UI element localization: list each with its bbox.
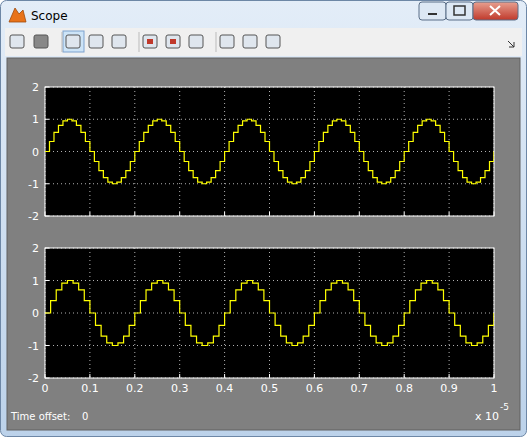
toolbar-icon	[266, 35, 280, 48]
toolbar	[5, 28, 522, 56]
x-tick	[89, 374, 90, 378]
x-tick-label: 0.2	[126, 382, 144, 395]
x-tick	[179, 374, 180, 378]
toolbar-button[interactable]	[220, 35, 234, 48]
x-tick	[89, 212, 90, 216]
plot-background	[45, 248, 494, 378]
scope-window: Scope -2 -1 0 1 2 0 0.1 0.2 0.3 0.4 0.5 0.6 0.7 0.8 0.9…	[0, 0, 527, 437]
x-tick-label: 1	[491, 382, 498, 395]
time-offset-label: Time offset:	[10, 411, 70, 422]
axis-exponent: -5	[500, 402, 509, 412]
x-tick	[404, 374, 405, 378]
toolbar-separator	[62, 32, 63, 52]
toolbar-button[interactable]	[166, 35, 180, 48]
signal-line	[45, 281, 494, 346]
y-tick-label: -2	[28, 210, 39, 223]
x-tick-label: 0.4	[216, 382, 234, 395]
y-tick-label: -1	[28, 178, 39, 191]
y-tick-label: -2	[28, 372, 39, 385]
plot: 0 0.1 0.2 0.3 0.4 0.5 0.6 0.7 0.8 0.9 1 -2 -1 0 1 2	[28, 242, 497, 395]
x-tick	[314, 374, 315, 378]
x-tick-label: 0.7	[351, 382, 369, 395]
y-tick-label: 1	[32, 275, 39, 288]
toolbar-button[interactable]	[34, 35, 48, 48]
toolbar-icon	[143, 35, 157, 48]
y-tick-label: 2	[32, 81, 39, 94]
x-tick	[359, 374, 360, 378]
app-icon-shape	[9, 8, 26, 22]
x-tick-label: 0.3	[171, 382, 189, 395]
toolbar-icon	[220, 35, 234, 48]
toolbar-button[interactable]	[112, 35, 126, 48]
toolbar-button[interactable]	[243, 35, 257, 48]
x-tick-label: 0.1	[81, 382, 99, 395]
window-button[interactable]	[446, 2, 473, 20]
y-tick	[45, 183, 49, 184]
toolbar-button[interactable]	[10, 35, 24, 48]
toolbar-icon	[89, 35, 103, 48]
toolbar-separator	[216, 32, 217, 52]
window-button[interactable]	[419, 2, 446, 20]
toolbar-icon	[243, 35, 257, 48]
x-tick	[134, 374, 135, 378]
y-tick	[45, 280, 49, 281]
window-frame	[1, 1, 527, 437]
toolbar-icon	[189, 35, 203, 48]
axis-multiplier: x 10	[475, 410, 499, 423]
toolbar-icon	[10, 35, 24, 48]
toolbar-icon	[34, 35, 48, 48]
window-title: Scope	[31, 9, 68, 23]
toolbar-icon	[66, 35, 80, 48]
x-tick	[269, 212, 270, 216]
toolbar-icon-detail	[147, 39, 153, 44]
close-glyph	[490, 6, 500, 15]
y-tick-label: 1	[32, 113, 39, 126]
x-tick	[134, 212, 135, 216]
toolbar-button-highlight	[63, 31, 84, 52]
x-tick	[449, 374, 450, 378]
toolbar-button[interactable]	[143, 35, 157, 48]
y-tick	[45, 345, 49, 346]
x-tick	[224, 212, 225, 216]
y-tick-label: 0	[32, 146, 39, 159]
window-button[interactable]	[473, 2, 518, 20]
toolbar-button[interactable]	[189, 35, 203, 48]
toolbar-arrow	[508, 41, 514, 47]
x-tick	[404, 212, 405, 216]
toolbar-icon-detail	[170, 39, 176, 44]
toolbar-icon	[166, 35, 180, 48]
x-tick	[449, 212, 450, 216]
x-tick	[179, 212, 180, 216]
toolbar-separator	[139, 32, 140, 52]
x-tick	[314, 212, 315, 216]
plot-background	[45, 87, 494, 216]
toolbar-button[interactable]	[89, 35, 103, 48]
plot-frame	[45, 248, 494, 378]
series-group	[45, 119, 494, 184]
scope-panel	[7, 58, 520, 430]
y-tick-label: 2	[32, 242, 39, 255]
minimize-glyph	[428, 13, 437, 15]
x-tick-label: 0.6	[306, 382, 324, 395]
y-tick-label: 0	[32, 307, 39, 320]
plot-frame	[45, 87, 494, 216]
plot: -2 -1 0 1 2	[28, 81, 494, 223]
series-group	[45, 281, 494, 346]
app-icon	[9, 8, 26, 22]
x-tick-label: 0	[42, 382, 49, 395]
maximize-glyph	[454, 6, 465, 15]
x-tick-label: 0.8	[395, 382, 413, 395]
x-tick	[224, 374, 225, 378]
x-tick-label: 0.9	[440, 382, 458, 395]
y-tick-label: -1	[28, 340, 39, 353]
toolbar-button[interactable]	[63, 31, 84, 52]
signal-line	[45, 119, 494, 184]
time-offset-value: 0	[82, 411, 88, 422]
x-tick-label: 0.5	[261, 382, 279, 395]
toolbar-icon	[112, 35, 126, 48]
y-tick	[45, 119, 49, 120]
x-tick	[359, 212, 360, 216]
toolbar-button[interactable]	[266, 35, 280, 48]
x-tick	[269, 374, 270, 378]
